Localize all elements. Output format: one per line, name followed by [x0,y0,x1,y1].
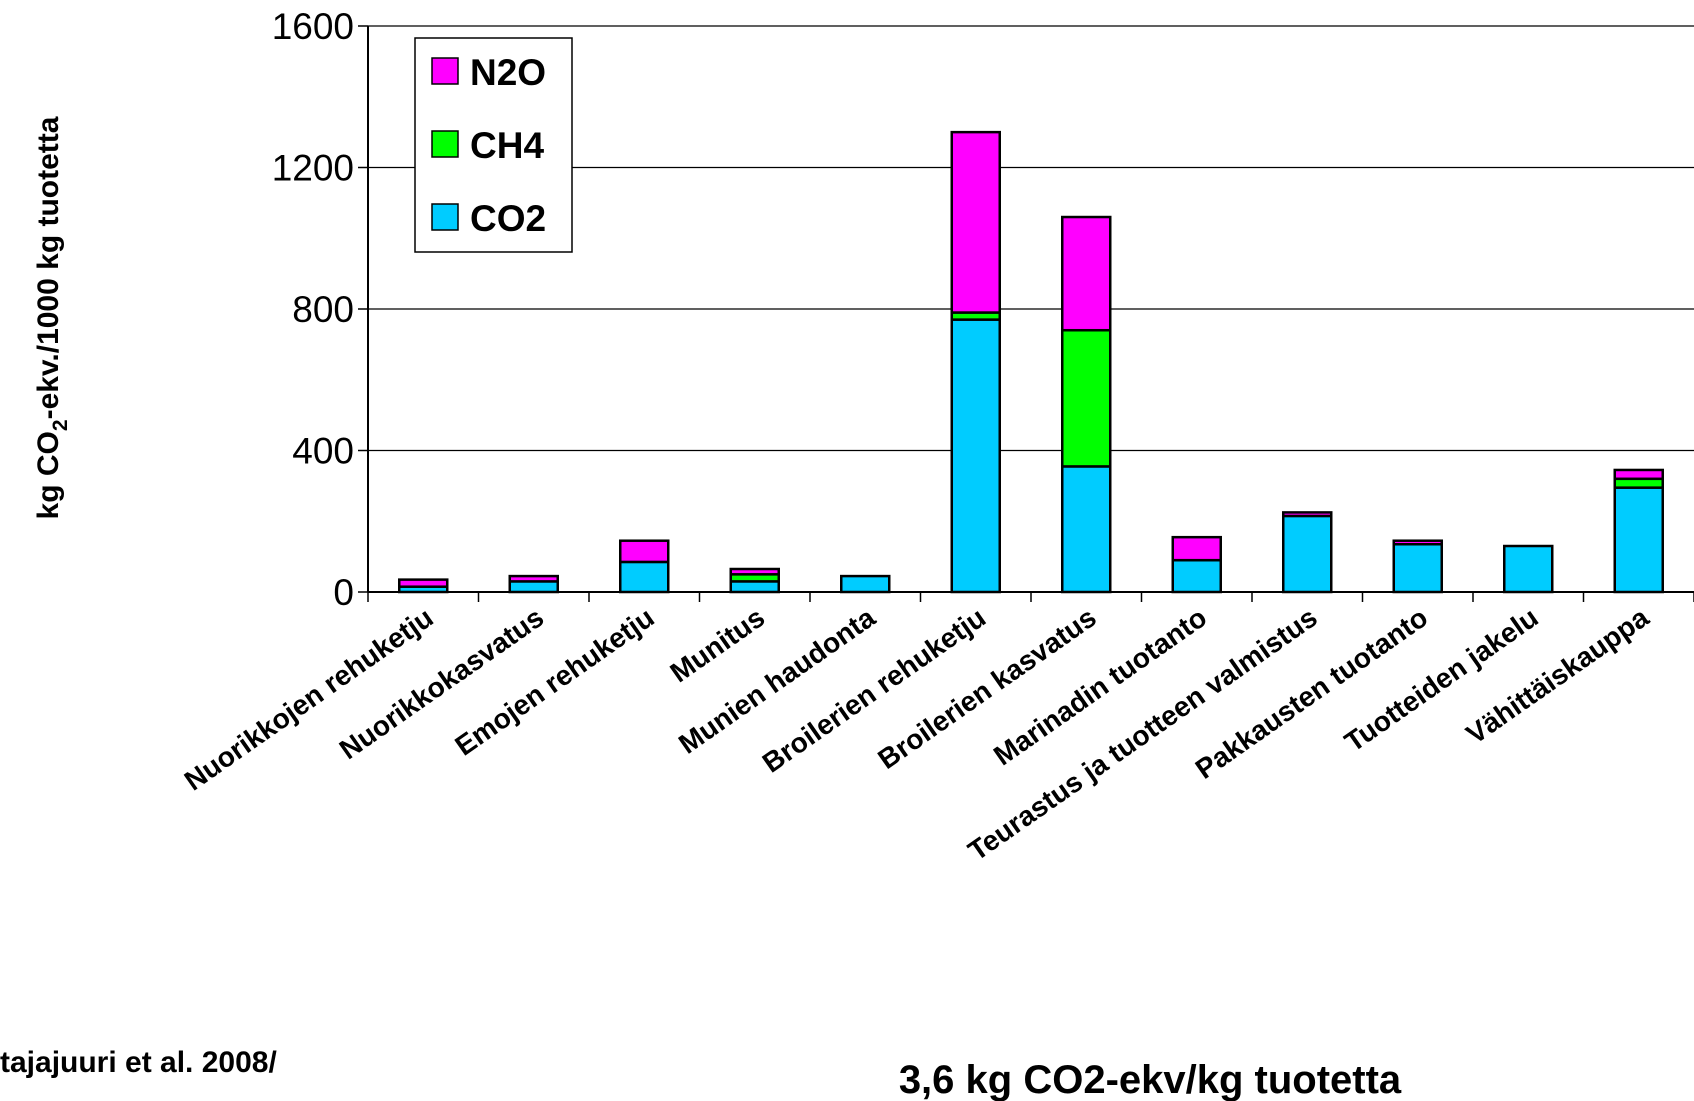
x-category-label: Vähittäiskauppa [1461,601,1655,750]
bar-segment-co2 [950,318,1001,594]
x-category-label: Emojen rehuketju [449,602,659,762]
legend-label-co2: CO2 [470,198,546,239]
y-tick-label: 1600 [272,6,354,47]
axes [358,25,1694,602]
gridlines [368,25,1694,452]
bar-segment-n2o [1171,535,1222,562]
x-category-label: Munitus [665,602,771,689]
bar-segment-co2 [1503,544,1554,594]
x-category-label: Tuotteiden jakelu [1339,602,1544,758]
bar-segment-co2 [1392,542,1443,594]
bar-segment-n2o [398,578,449,588]
bars [398,130,1664,594]
legend: N2O CH4 CO2 [414,37,573,253]
bar-segment-co2 [1061,465,1112,594]
total-emissions-text: 3,6 kg CO2-ekv/kg tuotetta [899,1058,1402,1101]
legend-swatch-n2o [431,57,459,85]
bar-segment-co2 [729,580,780,594]
x-category-label: Munien haudonta [673,601,881,760]
legend-label-n2o: N2O [470,52,546,93]
legend-swatch-co2 [431,203,459,231]
bar-segment-co2 [508,580,559,594]
y-tick-label: 800 [292,289,354,330]
citation-text: tajajuuri et al. 2008/ [0,1046,277,1079]
bar-segment-co2 [1613,486,1664,594]
legend-label-ch4: CH4 [470,125,544,166]
bar-segment-n2o [1061,215,1112,332]
x-category-label: Nuorikkokasvatus [334,602,549,766]
bar-segment-n2o [950,130,1001,314]
y-tick-label: 0 [333,572,354,613]
y-axis-label: kg CO2-ekv./1000 kg tuotetta [32,116,72,519]
bar-segment-n2o [619,539,670,564]
bar-segment-n2o [1613,468,1664,481]
bar-segment-n2o [508,574,559,583]
bar-segment-co2 [619,560,670,594]
bar-segment-co2 [840,574,891,594]
bar-segment-co2 [1171,558,1222,594]
bar-segment-n2o [1282,511,1333,518]
bar-segment-n2o [1392,539,1443,546]
y-tick-labels: 0 400 800 1200 1600 [272,6,354,613]
bar-segment-ch4 [1613,477,1664,489]
bar-segment-ch4 [1061,328,1112,468]
x-category-labels: Nuorikkojen rehuketjuNuorikkokasvatusEmo… [179,601,1655,866]
legend-swatch-ch4 [431,130,459,158]
y-tick-label: 400 [292,431,354,472]
bar-segment-co2 [1282,514,1333,594]
bar-segment-n2o [729,567,780,576]
y-tick-label: 1200 [272,148,354,189]
